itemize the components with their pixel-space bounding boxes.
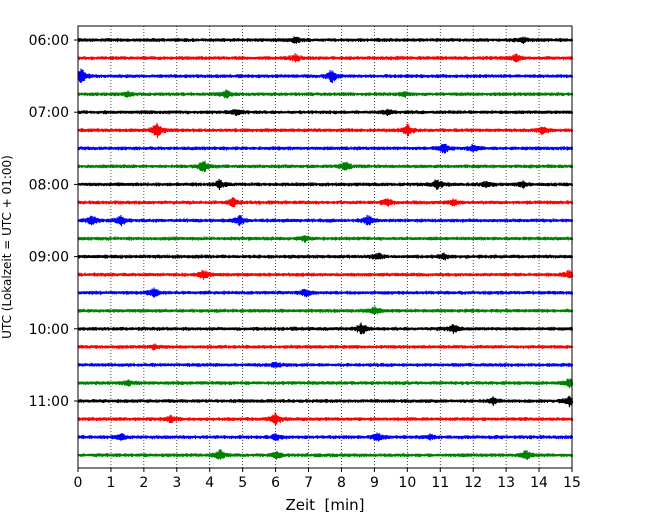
x-tick-label: 13 xyxy=(497,475,515,491)
x-axis-label: Zeit [min] xyxy=(285,496,364,514)
x-tick-label: 4 xyxy=(205,475,214,491)
y-tick-label: 06:00 xyxy=(29,33,69,49)
x-tick-label: 7 xyxy=(304,475,313,491)
y-tick-label: 09:00 xyxy=(29,250,69,266)
x-tick-label: 10 xyxy=(398,475,416,491)
y-tick-label: 11:00 xyxy=(29,394,69,410)
x-tick-label: 11 xyxy=(431,475,449,491)
x-tick-label: 2 xyxy=(139,475,148,491)
x-tick-label: 9 xyxy=(370,475,379,491)
y-axis-label: UTC (Lokalzeit = UTC + 01:00) xyxy=(0,155,14,339)
x-axis-ticks: 0 1 2 3 4 5 6 7 8 9 10 11 12 13 14 15 xyxy=(74,468,581,491)
plot-frame xyxy=(77,25,573,469)
x-tick-label: 0 xyxy=(74,475,83,491)
x-tick-label: 3 xyxy=(172,475,181,491)
y-tick-label: 08:00 xyxy=(29,177,69,193)
x-tick-label: 1 xyxy=(106,475,115,491)
y-axis-ticks: 06:00 07:00 08:00 09:00 10:00 11:00 xyxy=(29,33,78,410)
x-tick-label: 14 xyxy=(530,475,548,491)
x-tick-label: 15 xyxy=(563,475,581,491)
y-tick-label: 10:00 xyxy=(29,322,69,338)
x-tick-label: 6 xyxy=(271,475,280,491)
plot-area xyxy=(78,26,572,468)
x-tick-label: 8 xyxy=(337,475,346,491)
y-tick-label: 07:00 xyxy=(29,105,69,121)
x-tick-label: 5 xyxy=(238,475,247,491)
x-tick-label: 12 xyxy=(464,475,482,491)
